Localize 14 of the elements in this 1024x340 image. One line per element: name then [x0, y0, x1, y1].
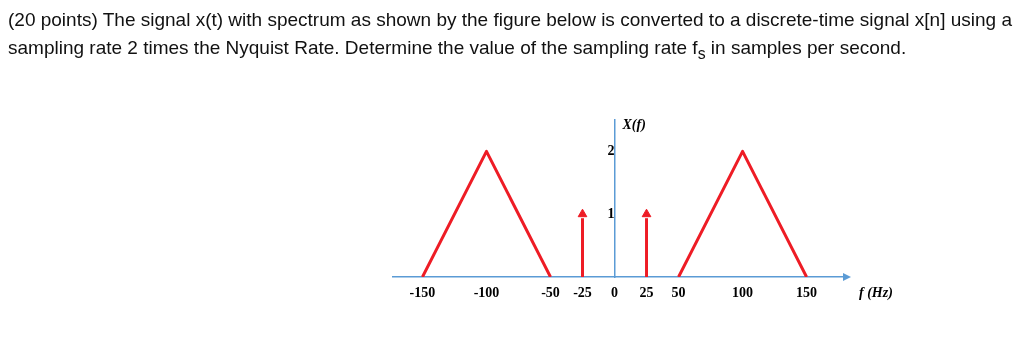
- x-tick-label: 50: [671, 285, 686, 301]
- x-tick-label: -100: [473, 285, 500, 301]
- y-tick-label: 2: [607, 143, 615, 159]
- x-tick-label: 100: [732, 285, 754, 301]
- y-axis-title: X(f): [621, 116, 646, 133]
- x-tick-label: -50: [541, 285, 560, 301]
- x-tick-label: 0: [611, 285, 619, 301]
- x-tick-label: 150: [796, 285, 818, 301]
- x-axis-title: f (Hz): [859, 284, 893, 301]
- x-tick-label: -25: [573, 285, 592, 301]
- chart-title: (20 points) The signal x(t) with spectrum as shown by the figure below is converted to a discrete-time signal x[n] using a sampling rate 2 times the Nyquist Rate. Determine the value of the sampling rate f$_{s}$ in samples per second.: [8, 8, 1013, 64]
- x-tick-label: 25: [639, 285, 654, 301]
- y-tick-label: 1: [607, 205, 615, 221]
- x-tick-label: -150: [409, 285, 436, 301]
